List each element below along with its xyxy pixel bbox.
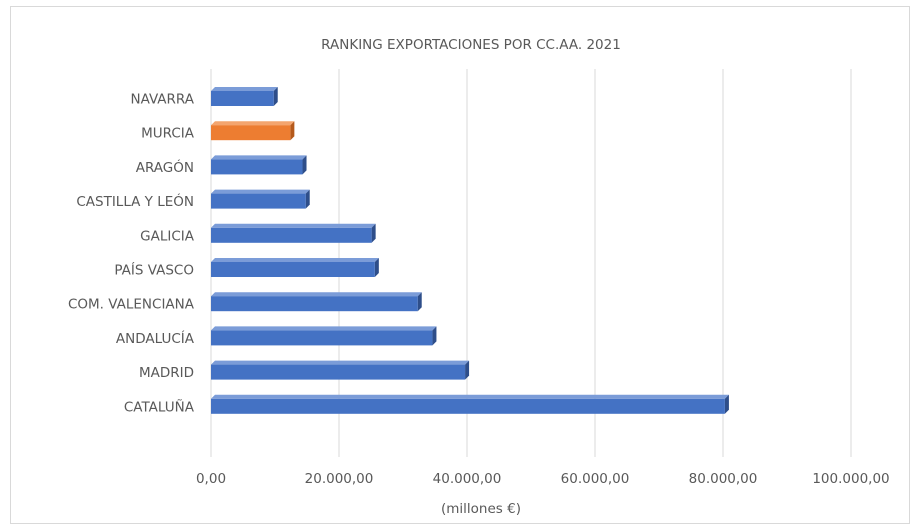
bar-front-face [211,91,274,106]
x-tick-label: 40.000,00 [433,471,502,487]
category-labels: NAVARRA MURCIA ARAGÓN CASTILLA Y LEÓN GALICI… [68,92,195,416]
bar [211,394,729,414]
bar-side-face [290,121,295,141]
bar-front-face [211,125,291,141]
category-label: CASTILLA Y LEÓN [76,192,194,210]
bar-top-face [211,394,729,399]
x-axis-label: (millones €) [441,501,521,517]
bar [211,258,379,277]
bar-side-face [305,189,310,209]
bar-top-face [211,223,376,228]
category-label: MURCIA [141,126,195,142]
bars [211,87,729,414]
bar-front-face [211,193,306,209]
category-label: CATALUÑA [124,398,195,415]
bar-top-face [211,121,295,126]
chart-title: RANKING EXPORTACIONES POR CC.AA. 2021 [321,37,621,53]
bar-top-face [211,258,379,262]
bar-top-face [211,326,437,331]
x-tick-label: 80.000,00 [689,471,758,487]
bar-top-face [211,155,307,160]
bar [211,155,307,175]
gridlines [210,69,852,457]
bar-side-face [371,223,376,243]
bar-front-face [211,296,418,312]
bar-front-face [211,227,372,243]
chart-frame: RANKING EXPORTACIONES POR CC.AA. 2021 NA… [10,6,910,524]
category-label: COM. VALENCIANA [68,297,195,313]
bar-side-face [374,258,379,277]
bar-front-face [211,330,433,346]
x-tick-labels: 0,00 20.000,00 40.000,00 60.000,00 80.000,00… [196,471,890,487]
bar-front-face [211,364,466,380]
bar-side-face [432,326,437,346]
category-label: ANDALUCÍA [116,330,195,347]
x-tick-label: 0,00 [196,471,226,487]
bar-chart: RANKING EXPORTACIONES POR CC.AA. 2021 NA… [68,37,890,517]
bar-top-face [211,87,278,91]
x-tick-label: 20.000,00 [305,471,374,487]
bar [211,189,310,209]
bar-top-face [211,292,422,297]
bar [211,360,470,380]
x-tick-label: 100.000,00 [812,471,889,487]
bar [211,121,295,141]
category-label: MADRID [139,365,194,381]
bar-side-face [465,360,470,380]
bar [211,223,376,243]
bar-side-face [724,394,729,414]
bar-top-face [211,360,470,365]
category-label: ARAGÓN [136,158,194,176]
bar [211,292,422,312]
bar-side-face [417,292,422,312]
bar-top-face [211,189,310,194]
bar [211,87,278,106]
category-label: PAÍS VASCO [114,262,194,279]
bar-side-face [302,155,307,175]
bar-front-face [211,159,303,175]
category-label: GALICIA [140,228,195,244]
bar-front-face [211,262,375,277]
bar-front-face [211,398,725,414]
bar-side-face [273,87,278,106]
bar [211,326,437,346]
x-tick-label: 60.000,00 [561,471,630,487]
category-label: NAVARRA [130,92,194,108]
